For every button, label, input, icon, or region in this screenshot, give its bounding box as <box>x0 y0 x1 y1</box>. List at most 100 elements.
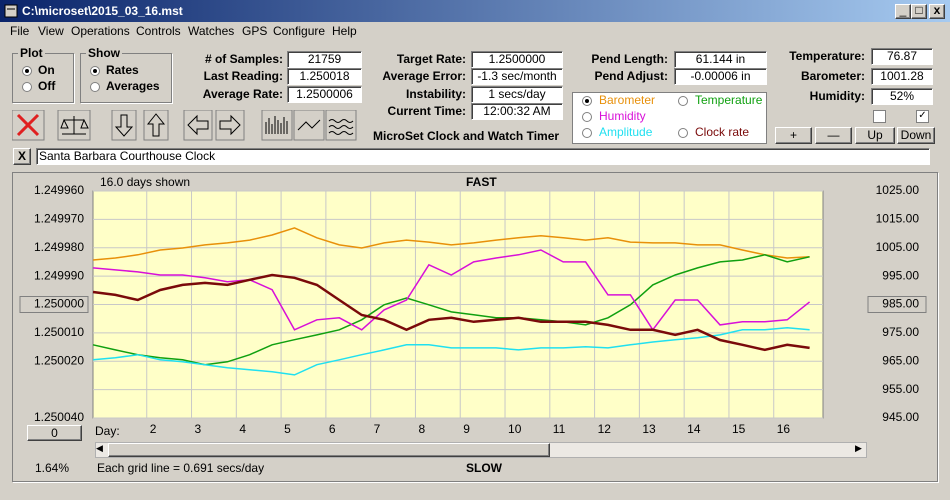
scale-button[interactable]: Up <box>855 127 895 144</box>
title-bar: C:\microset\2015_03_16.mst <box>0 0 950 22</box>
field-value[interactable]: 76.87 <box>871 48 933 65</box>
y-tick-label: 1.249980 <box>34 240 84 254</box>
menu-item[interactable]: Help <box>332 24 357 38</box>
days-shown: 16.0 days shown <box>100 175 191 189</box>
menu-item[interactable]: Operations <box>71 24 130 38</box>
x-tick-label: 11 <box>553 422 566 436</box>
field-value[interactable]: 21759 <box>287 51 362 68</box>
y2-tick-label: 945.00 <box>882 410 919 424</box>
scroll-button[interactable]: 0 <box>27 425 82 441</box>
field-value[interactable]: -1.3 sec/month <box>471 68 563 85</box>
field-label: Humidity: <box>809 89 865 103</box>
left-button[interactable] <box>183 110 213 141</box>
right-button[interactable] <box>215 110 245 141</box>
menu-item[interactable]: File <box>10 24 30 38</box>
show-radio[interactable] <box>90 66 100 76</box>
field-value[interactable]: 1 secs/day <box>471 86 563 103</box>
field-value[interactable]: 52% <box>871 88 933 105</box>
maximize-button[interactable]: □ <box>911 4 927 19</box>
scroll-right[interactable]: ▶ <box>855 443 862 453</box>
legend-entry[interactable]: Temperature <box>695 93 763 107</box>
y-tick-label: 1.249990 <box>34 268 84 282</box>
menu-item[interactable]: GPS <box>242 24 268 38</box>
field-label: Temperature: <box>789 49 865 63</box>
y2-tick-label: 965.00 <box>882 353 919 367</box>
y-tick-label: 1.249970 <box>34 212 84 226</box>
line-button[interactable] <box>293 110 325 141</box>
plot-radio[interactable] <box>22 82 32 92</box>
menu-item[interactable]: Controls <box>136 24 181 38</box>
field-value[interactable]: 12:00:32 AM <box>471 103 563 120</box>
series-radio[interactable] <box>582 112 592 122</box>
series-radio[interactable] <box>678 96 688 106</box>
scale-button[interactable]: + <box>775 127 812 144</box>
field-label: Pend Adjust: <box>594 69 668 83</box>
show-group-title: Show <box>86 46 122 60</box>
field-value[interactable]: 1.2500006 <box>287 86 362 103</box>
series-radio[interactable] <box>582 96 592 106</box>
footnote: Each grid line = 0.691 secs/day <box>97 461 265 475</box>
menu-item[interactable]: Watches <box>188 24 235 38</box>
y2-tick-label: 995.00 <box>882 268 919 282</box>
x-tick-label: 2 <box>150 422 157 436</box>
down-button[interactable] <box>111 110 137 141</box>
plot-option[interactable]: On <box>38 63 55 77</box>
field-value[interactable]: 1.2500000 <box>471 51 563 68</box>
x-tick-label: 14 <box>687 422 701 436</box>
y2-tick-button[interactable] <box>867 296 927 313</box>
minimize-button[interactable]: _ <box>895 4 911 19</box>
series-radio[interactable] <box>678 128 688 138</box>
up-button[interactable] <box>143 110 169 141</box>
menu-bar: File View Operations Controls Watches GPS Conf… <box>0 22 950 40</box>
legend-entry[interactable]: Barometer <box>599 93 656 107</box>
close-clock-button[interactable]: X <box>13 148 31 165</box>
scrollbar-thumb[interactable] <box>108 443 550 457</box>
clock-name[interactable]: Santa Barbara Courthouse Clock <box>36 148 930 165</box>
legend-entry[interactable]: Amplitude <box>599 125 653 139</box>
x-tick-label: 13 <box>642 422 656 436</box>
x-tick-label: 6 <box>329 422 336 436</box>
stop-button[interactable] <box>12 110 45 141</box>
field-label: # of Samples: <box>204 52 283 66</box>
series-line <box>92 273 810 352</box>
bars-button[interactable] <box>261 110 293 141</box>
plot-group-title: Plot <box>18 46 45 60</box>
x-axis-label: Day: <box>95 424 120 438</box>
show-option[interactable]: Rates <box>106 63 139 77</box>
scale-button[interactable]: — <box>815 127 852 144</box>
field-value[interactable]: 1.250018 <box>287 68 362 85</box>
series-line <box>92 249 811 332</box>
x-tick-label: 7 <box>374 422 381 436</box>
field-value[interactable]: -0.00006 in <box>674 68 767 85</box>
legend-entry[interactable]: Humidity <box>599 109 646 123</box>
scale-button[interactable]: Down <box>897 127 935 144</box>
field-value[interactable]: 1001.28 <box>871 68 933 85</box>
y2-tick-label: 985.00 <box>882 297 919 311</box>
legend-entry[interactable]: Clock rate <box>695 125 750 139</box>
scroll-left[interactable]: ◀ <box>96 443 103 453</box>
series-line <box>92 254 810 366</box>
menu-item[interactable]: Configure <box>273 24 326 38</box>
wave-button[interactable] <box>325 110 357 141</box>
x-tick-label: 10 <box>508 422 522 436</box>
close-window-button[interactable]: x <box>929 4 945 19</box>
menu-item[interactable]: View <box>38 24 64 38</box>
field-value[interactable]: 61.144 in <box>674 51 767 68</box>
series-line <box>92 227 810 261</box>
x-tick-label: 8 <box>418 422 425 436</box>
chart-panel <box>12 172 938 482</box>
slow-label: SLOW <box>466 461 502 475</box>
checkbox[interactable]: ✓ <box>916 110 929 123</box>
app-icon <box>4 4 18 18</box>
y-tick-label: 1.250010 <box>34 325 84 339</box>
plot-radio[interactable] <box>22 66 32 76</box>
show-radio[interactable] <box>90 82 100 92</box>
balance-button[interactable] <box>57 110 91 141</box>
plot-option[interactable]: Off <box>38 79 56 93</box>
y-tick-button[interactable] <box>19 296 89 313</box>
series-radio[interactable] <box>582 128 592 138</box>
show-option[interactable]: Averages <box>106 79 160 93</box>
checkbox[interactable] <box>873 110 886 123</box>
y-tick-label: 1.250000 <box>34 297 84 311</box>
